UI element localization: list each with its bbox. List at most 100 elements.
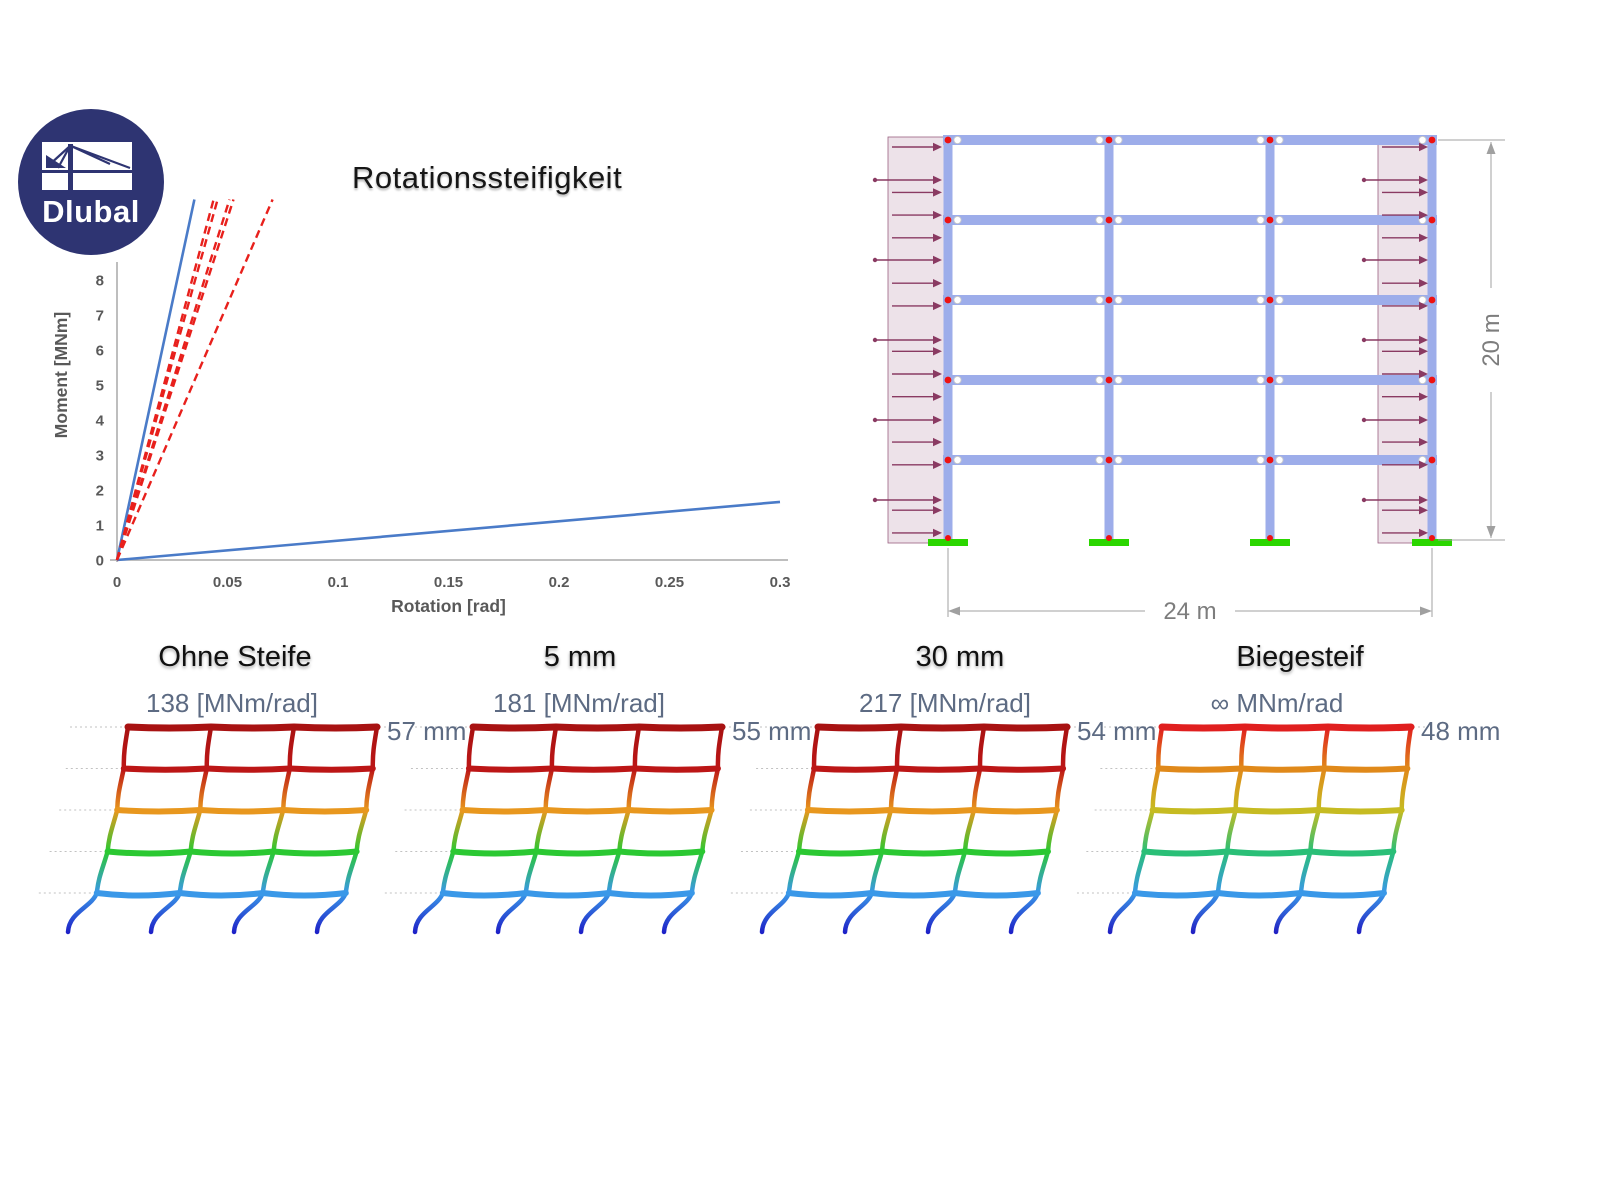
case-title-1: Ohne Steife (158, 641, 312, 673)
deformed-frame-3 (730, 723, 1083, 935)
x-tick-label: 0.3 (770, 574, 791, 591)
column-segment (280, 766, 293, 813)
column-segment (343, 849, 359, 896)
column-segment (534, 807, 548, 854)
column-segment (1298, 849, 1313, 896)
column-segment (523, 849, 539, 896)
chart-axes: 0 1 2 3 4 5 6 7 8 0 0.05 0.1 0.15 0.2 0.25 0.3 Rotation … (51, 262, 790, 616)
column-segment (689, 849, 705, 896)
y-tick-label: 1 (96, 518, 104, 535)
x-tick-label: 0 (113, 574, 121, 591)
beam-level-2 (795, 848, 1051, 857)
frame-joints (944, 135, 1436, 465)
width-dimension-label: 24 m (1163, 598, 1216, 625)
x-tick-label: 0.2 (549, 574, 570, 591)
y-axis-label: Moment [MNm] (51, 312, 71, 438)
column-segment (578, 890, 612, 935)
reference-lines (38, 726, 393, 894)
y-tick-label: 6 (96, 343, 104, 360)
column-segment (1316, 766, 1327, 813)
column-segment (617, 807, 631, 854)
column-segment (1054, 766, 1066, 813)
beam-level-5 (814, 723, 1071, 732)
column-segment (709, 766, 721, 813)
column-segment (1060, 724, 1070, 771)
column-segment (952, 849, 968, 896)
load-arrows-left (872, 142, 942, 538)
column-segment (412, 890, 446, 935)
y-tick-label: 7 (96, 308, 104, 325)
column-segment (786, 849, 802, 896)
column-segment (661, 890, 695, 935)
column-segment (606, 849, 622, 896)
deformed-frame-1 (38, 723, 393, 935)
chart-title: Rotationssteifigkeit (352, 160, 623, 195)
column-segment (1190, 890, 1221, 935)
column-segment (1156, 724, 1165, 771)
beam-level-3 (459, 806, 715, 815)
reference-lines (1076, 726, 1427, 894)
dimension-lines: 24 m 20 m (947, 139, 1505, 625)
column-segment (1322, 724, 1331, 771)
column-segment (105, 807, 120, 854)
column-segment (1356, 890, 1387, 935)
chart-series (115, 199, 274, 561)
frame-load-diagram: 24 m 20 m (872, 135, 1505, 625)
column-segment (1233, 766, 1244, 813)
column-segment (94, 849, 110, 896)
beam-level-3 (114, 806, 370, 815)
column-segment (1132, 849, 1147, 896)
logo-brand-text: Dlubal (42, 194, 140, 229)
column-segment (197, 766, 210, 813)
deformed-frames (38, 723, 1427, 935)
reference-lines (384, 726, 738, 894)
column-segment (1308, 807, 1321, 854)
y-tick-label: 4 (96, 413, 105, 430)
column-segment (626, 766, 638, 813)
column-segment (1239, 724, 1248, 771)
case-stiffness-3: 217 [MNm/rad] (859, 688, 1031, 718)
case-stiffness-2: 181 [MNm/rad] (493, 688, 665, 718)
column-segment (370, 724, 380, 771)
column-segment (869, 849, 885, 896)
beam-level-1 (93, 889, 349, 899)
beam-level-4 (1155, 765, 1411, 773)
column-segment (466, 724, 476, 771)
x-axis-label: Rotation [rad] (391, 596, 506, 616)
beam-level-5 (469, 723, 726, 732)
column-segment (805, 766, 817, 813)
column-segment (962, 807, 977, 854)
column-segment (632, 724, 642, 771)
frame-members (943, 135, 1437, 540)
x-tick-label: 0.1 (328, 574, 349, 591)
y-tick-label: 8 (96, 273, 104, 290)
case-displacement-4: 48 mm (1421, 716, 1501, 746)
beam-level-2 (1141, 848, 1397, 857)
moment-rotation-chart: 0 1 2 3 4 5 6 7 8 0 0.05 0.1 0.15 0.2 0.25 0.3 Rotation … (51, 199, 790, 616)
beam-level-3 (804, 806, 1060, 815)
beam-level-2 (450, 848, 706, 857)
column-segment (451, 807, 465, 854)
reference-lines (730, 726, 1083, 894)
chart-series (115, 199, 231, 561)
beam-level-4 (465, 765, 721, 773)
column-segment (204, 724, 214, 771)
column-segment (1008, 890, 1041, 935)
beam-level-1 (439, 889, 695, 899)
beam-level-1 (785, 889, 1041, 899)
load-arrows-right (1361, 142, 1428, 538)
column-segment (715, 724, 725, 771)
chart-series (115, 199, 196, 561)
case-title-2: 5 mm (543, 641, 617, 673)
case-stiffness-1: 138 [MNm/rad] (146, 688, 318, 718)
beam-level-3 (1149, 806, 1405, 815)
column-segment (977, 724, 987, 771)
column-segment (148, 890, 183, 935)
column-segment (65, 890, 100, 935)
column-segment (1215, 849, 1230, 896)
supports (928, 535, 1452, 546)
column-segment (842, 890, 875, 935)
column-segment (177, 849, 193, 896)
y-tick-label: 5 (96, 378, 104, 395)
